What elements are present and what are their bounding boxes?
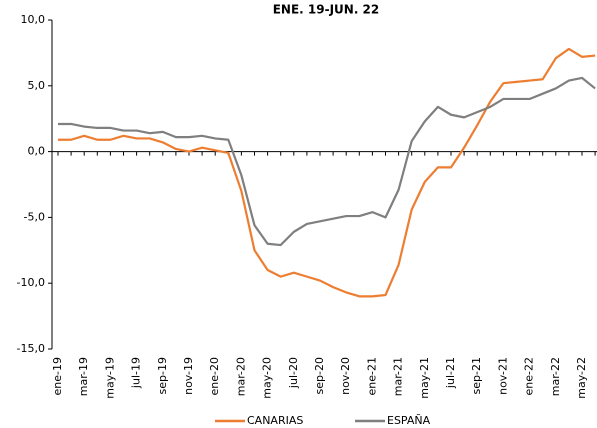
legend-label: ESPAÑA — [387, 414, 431, 427]
x-tick-label: sep-19 — [156, 357, 169, 394]
y-tick-label: -5,0 — [24, 210, 45, 223]
x-tick-label: mar-21 — [392, 357, 405, 396]
x-tick-label: sep-21 — [470, 357, 483, 394]
y-tick-label: -15,0 — [17, 342, 45, 355]
x-tick-label: sep-20 — [313, 357, 326, 394]
line-series — [58, 76, 596, 247]
x-tick-label: ene-21 — [365, 357, 378, 395]
legend-label: CANARIAS — [247, 414, 303, 427]
y-tick-label: 10,0 — [21, 13, 46, 26]
chart-title: ENE. 19-JUN. 22 — [273, 3, 380, 17]
y-tick-label: 0,0 — [28, 145, 46, 158]
x-tick-label: may-21 — [418, 357, 431, 399]
x-tick-label: jul-20 — [287, 357, 300, 389]
x-tick-label: ene-20 — [208, 357, 221, 395]
x-tick-label: may-22 — [575, 357, 588, 399]
x-tick-label: jul-19 — [130, 357, 143, 389]
line-series — [58, 47, 596, 298]
x-tick-label: ene-19 — [51, 357, 64, 395]
x-tick-label: mar-19 — [77, 357, 90, 396]
y-tick-label: 5,0 — [28, 79, 46, 92]
x-tick-label: may-19 — [103, 357, 116, 399]
x-tick-label: nov-20 — [339, 357, 352, 395]
x-tick-label: may-20 — [261, 357, 274, 399]
y-tick-label: -10,0 — [17, 276, 45, 289]
x-tick-label: nov-19 — [182, 357, 195, 395]
x-tick-label: nov-21 — [496, 357, 509, 395]
x-tick-label: mar-22 — [549, 357, 562, 396]
x-tick-label: jul-21 — [444, 357, 457, 389]
x-tick-label: mar-20 — [234, 357, 247, 396]
x-tick-label: ene-22 — [523, 357, 536, 395]
